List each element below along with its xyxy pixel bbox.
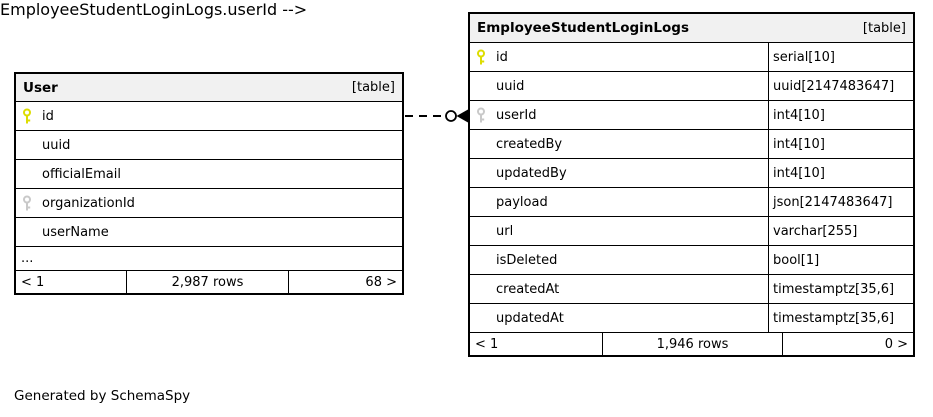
column-row-id: id: [16, 102, 402, 131]
column-type: serial[10]: [768, 43, 913, 71]
foreign-key-icon: [477, 107, 485, 122]
column-type: int4[10]: [768, 101, 913, 129]
column-type: varchar[255]: [768, 217, 913, 245]
arrowhead-marker: [456, 109, 468, 123]
table-footer-employeestudentloginlogs: < 1 1,946 rows 0 >: [470, 333, 913, 355]
child-count: 0 >: [884, 336, 908, 352]
table-header-employeestudentloginlogs[interactable]: EmployeeStudentLoginLogs [table]: [470, 14, 913, 43]
column-row-createdAt: createdAt timestamptz[35,6]: [470, 275, 913, 304]
generated-by-note: Generated by SchemaSpy: [14, 388, 191, 404]
primary-key-icon: [23, 108, 31, 123]
column-name: id: [496, 49, 508, 65]
parent-count: < 1: [475, 336, 499, 352]
row-count: 2,987 rows: [126, 271, 289, 293]
column-name: createdBy: [496, 136, 563, 152]
column-type: bool[1]: [768, 246, 913, 274]
column-name: url: [496, 223, 514, 239]
column-row-createdBy: createdBy int4[10]: [470, 130, 913, 159]
column-row-userName: userName: [16, 218, 402, 247]
table-name: User: [23, 79, 58, 96]
table-header-user[interactable]: User [table]: [16, 74, 402, 102]
column-name: userName: [42, 224, 109, 240]
column-type: json[2147483647]: [768, 188, 913, 216]
column-type: uuid[2147483647]: [768, 72, 913, 100]
table-type-badge: [table]: [862, 20, 906, 36]
column-row-updatedBy: updatedBy int4[10]: [470, 159, 913, 188]
column-type: int4[10]: [768, 130, 913, 158]
column-row-payload: payload json[2147483647]: [470, 188, 913, 217]
column-row-uuid: uuid: [16, 131, 402, 160]
column-name: uuid: [42, 137, 71, 153]
column-name: updatedBy: [496, 165, 567, 181]
truncated-columns-indicator: ...: [16, 247, 402, 271]
column-row-updatedAt: updatedAt timestamptz[35,6]: [470, 304, 913, 333]
column-name: id: [42, 108, 54, 124]
primary-key-icon: [477, 49, 485, 64]
zero-or-one-marker: [445, 110, 457, 122]
table-type-badge: [table]: [351, 80, 395, 95]
table-node-employeestudentloginlogs[interactable]: EmployeeStudentLoginLogs [table] id seri…: [468, 12, 915, 357]
relationship-connector: [405, 109, 468, 123]
column-name: payload: [496, 194, 548, 210]
child-count: 68 >: [365, 274, 397, 290]
column-row-userId: userId int4[10]: [470, 101, 913, 130]
table-node-user[interactable]: User [table] id uuid officialEmail o: [14, 72, 404, 295]
column-row-isDeleted: isDeleted bool[1]: [470, 246, 913, 275]
row-count: 1,946 rows: [602, 333, 783, 355]
table-footer-user: < 1 2,987 rows 68 >: [16, 271, 402, 293]
foreign-key-icon: [23, 195, 31, 210]
column-type: timestamptz[35,6]: [768, 275, 913, 303]
column-type: timestamptz[35,6]: [768, 304, 913, 332]
column-name: isDeleted: [496, 252, 558, 268]
column-row-organizationId: organizationId: [16, 189, 402, 218]
column-name: updatedAt: [496, 310, 564, 326]
parent-count: < 1: [21, 274, 45, 290]
table-name: EmployeeStudentLoginLogs: [477, 20, 689, 36]
column-name: userId: [496, 107, 537, 123]
column-row-id: id serial[10]: [470, 43, 913, 72]
column-row-uuid: uuid uuid[2147483647]: [470, 72, 913, 101]
column-row-url: url varchar[255]: [470, 217, 913, 246]
column-type: int4[10]: [768, 159, 913, 187]
column-name: createdAt: [496, 281, 560, 297]
column-row-officialEmail: officialEmail: [16, 160, 402, 189]
column-name: officialEmail: [42, 166, 121, 182]
column-name: organizationId: [42, 195, 135, 211]
column-name: uuid: [496, 78, 525, 94]
